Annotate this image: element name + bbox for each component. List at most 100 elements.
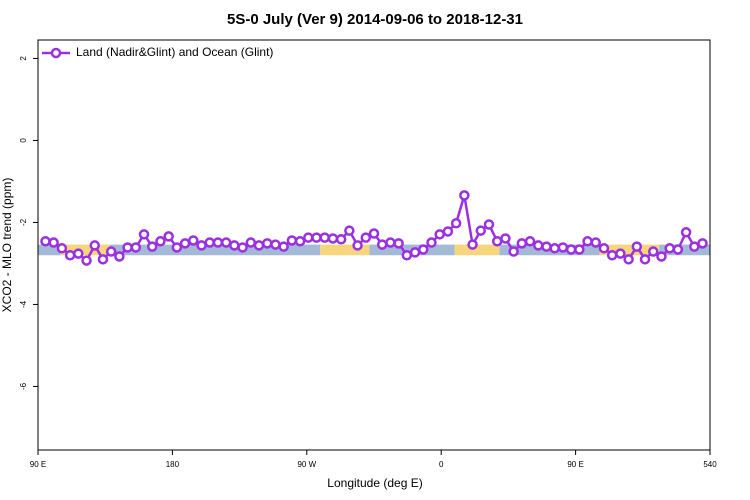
point <box>196 240 207 251</box>
point <box>393 238 404 249</box>
point <box>81 255 92 266</box>
point <box>516 238 528 249</box>
point <box>549 243 560 254</box>
point <box>253 240 265 251</box>
point <box>697 238 708 249</box>
point <box>557 242 569 253</box>
y-tick-label: -4 <box>19 300 28 308</box>
legend-label: Land (Nadir&Glint) and Ocean (Glint) <box>76 45 273 59</box>
point <box>524 236 536 247</box>
point <box>450 218 462 229</box>
point <box>483 219 495 230</box>
x-tick-label: 180 <box>166 460 180 469</box>
point <box>270 239 281 250</box>
point <box>582 236 593 247</box>
point <box>508 246 519 257</box>
point <box>541 241 552 252</box>
point <box>146 241 158 252</box>
point <box>48 237 59 248</box>
point <box>442 226 454 237</box>
point <box>409 247 421 258</box>
point <box>286 235 298 246</box>
point <box>97 254 109 265</box>
point <box>434 229 445 240</box>
point <box>590 237 602 248</box>
surface-band <box>599 244 660 256</box>
point <box>229 240 240 251</box>
point <box>368 228 380 239</box>
point <box>401 250 413 261</box>
point <box>689 241 700 252</box>
point <box>56 243 68 254</box>
point <box>114 251 125 262</box>
point <box>163 231 174 242</box>
point <box>459 190 470 201</box>
point <box>105 246 117 257</box>
point <box>672 244 684 255</box>
y-tick-label: -6 <box>19 382 28 390</box>
point <box>303 232 314 243</box>
point <box>220 237 232 248</box>
y-tick-label: -2 <box>19 218 28 226</box>
point <box>294 236 306 247</box>
point <box>598 243 610 254</box>
surface-band <box>60 244 110 256</box>
point <box>376 239 388 250</box>
surface-band <box>454 244 500 256</box>
surface-band <box>320 244 370 256</box>
y-tick-label: 0 <box>19 138 28 143</box>
x-axis-label: Longitude (deg E) <box>327 476 422 490</box>
point <box>664 243 675 254</box>
point <box>565 244 577 255</box>
point <box>475 225 487 236</box>
point <box>138 229 150 240</box>
y-axis-label: XCO2 - MLO trend (ppm) <box>0 178 14 313</box>
point <box>623 254 634 265</box>
point <box>606 250 618 261</box>
point <box>344 225 355 236</box>
point <box>179 238 191 249</box>
x-tick-label: 90 W <box>297 460 316 469</box>
point <box>680 227 692 238</box>
legend-marker <box>50 47 62 59</box>
point <box>467 239 478 250</box>
point <box>533 240 544 251</box>
point <box>237 242 248 253</box>
point <box>89 240 100 251</box>
x-tick-label: 90 E <box>567 460 583 469</box>
point <box>656 251 667 262</box>
point <box>648 246 659 257</box>
point <box>64 250 76 261</box>
plot-frame <box>37 39 711 451</box>
surface-band <box>109 244 321 256</box>
point <box>615 248 626 259</box>
point <box>188 235 199 246</box>
point <box>491 236 503 247</box>
point <box>327 233 339 244</box>
point <box>426 237 437 248</box>
point <box>122 242 133 253</box>
point <box>40 236 51 247</box>
point <box>631 241 643 252</box>
point <box>574 244 585 255</box>
point <box>261 238 273 249</box>
point <box>130 242 142 253</box>
point <box>73 248 84 259</box>
surface-band <box>38 244 61 256</box>
point <box>500 233 511 244</box>
x-tick-label: 90 E <box>30 460 46 469</box>
x-tick-label: 540 <box>703 460 717 469</box>
point <box>319 232 330 243</box>
point <box>385 237 396 248</box>
point <box>360 232 372 243</box>
surface-band <box>659 244 710 256</box>
point <box>639 254 651 265</box>
chart-title: 5S-0 July (Ver 9) 2014-09-06 to 2018-12-… <box>227 11 523 28</box>
point <box>418 244 429 255</box>
point <box>311 232 322 243</box>
point <box>245 237 257 248</box>
point <box>212 237 224 248</box>
x-tick-label: 0 <box>439 460 444 469</box>
point <box>171 242 183 253</box>
